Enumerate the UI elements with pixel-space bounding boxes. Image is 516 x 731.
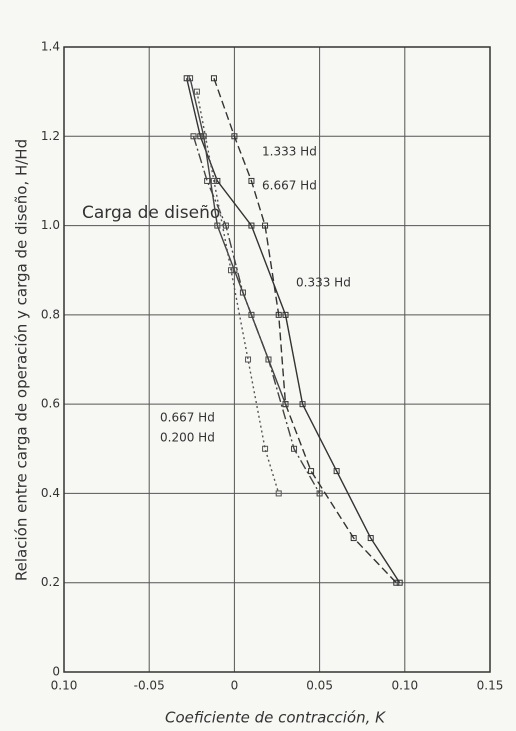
data-point [187, 75, 194, 82]
data-point [262, 222, 269, 229]
series-label: 0.200 Hd [160, 431, 215, 445]
data-point [275, 490, 282, 497]
x-tick-label: 0 [231, 679, 239, 693]
y-tick-label: 1.4 [41, 40, 60, 54]
data-point [299, 401, 306, 408]
data-point [183, 75, 190, 82]
data-point [204, 177, 211, 184]
y-tick-label: 0.2 [41, 575, 60, 589]
data-point [308, 468, 315, 475]
y-tick-label: 0.6 [41, 397, 60, 411]
data-point [239, 289, 246, 296]
series-label: 0.333 Hd [296, 276, 351, 290]
data-point [214, 177, 221, 184]
annotation: Carga de diseño [82, 203, 220, 223]
series-line [213, 78, 397, 584]
y-tick-label: 1.2 [41, 129, 60, 143]
data-point [248, 177, 255, 184]
data-point [282, 311, 289, 318]
x-tick-label: 0.10 [391, 679, 418, 693]
data-point [231, 267, 238, 274]
series-line [196, 91, 280, 494]
data-point [210, 177, 217, 184]
y-tick-label: 0 [52, 665, 60, 679]
data-point [291, 445, 298, 452]
y-tick-label: 1.0 [41, 218, 60, 232]
series-label: 0.667 Hd [160, 411, 215, 425]
x-axis-label: Coeficiente de contracción, K [165, 709, 386, 727]
x-tick-label: 0.05 [306, 679, 333, 693]
y-tick-label: 0.8 [41, 307, 60, 321]
data-point [231, 133, 238, 140]
data-point [190, 133, 197, 140]
y-tick-label: 0.4 [41, 486, 60, 500]
data-point [393, 579, 400, 586]
data-point [333, 468, 340, 475]
data-point [275, 311, 282, 318]
data-point [197, 133, 204, 140]
x-tick-label: -0.05 [134, 679, 165, 693]
series-label: 6.667 Hd [262, 179, 317, 193]
data-point [316, 490, 323, 497]
data-point [210, 75, 217, 82]
data-point [248, 222, 255, 229]
y-axis-label: Relación entre carga de operación y carg… [13, 139, 31, 581]
data-point [245, 356, 252, 363]
data-point [282, 401, 289, 408]
series-line [189, 78, 287, 405]
plot-frame [63, 46, 491, 673]
data-point [248, 311, 255, 318]
data-point [227, 267, 234, 274]
x-tick-label: 0.10 [51, 679, 78, 693]
data-point [193, 88, 200, 95]
data-point [222, 222, 229, 229]
series-label: 1.333 Hd [262, 145, 317, 159]
data-point [396, 579, 403, 586]
data-point [200, 133, 207, 140]
data-point [367, 535, 374, 542]
data-point [350, 535, 357, 542]
data-point [265, 356, 272, 363]
data-point [214, 222, 221, 229]
x-tick-label: 0.15 [477, 679, 504, 693]
data-point [262, 445, 269, 452]
